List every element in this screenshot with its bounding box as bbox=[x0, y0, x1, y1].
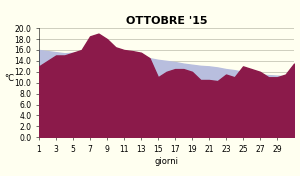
X-axis label: giorni: giorni bbox=[154, 157, 178, 166]
Y-axis label: °C: °C bbox=[4, 74, 14, 83]
Title: OTTOBRE '15: OTTOBRE '15 bbox=[126, 16, 207, 26]
